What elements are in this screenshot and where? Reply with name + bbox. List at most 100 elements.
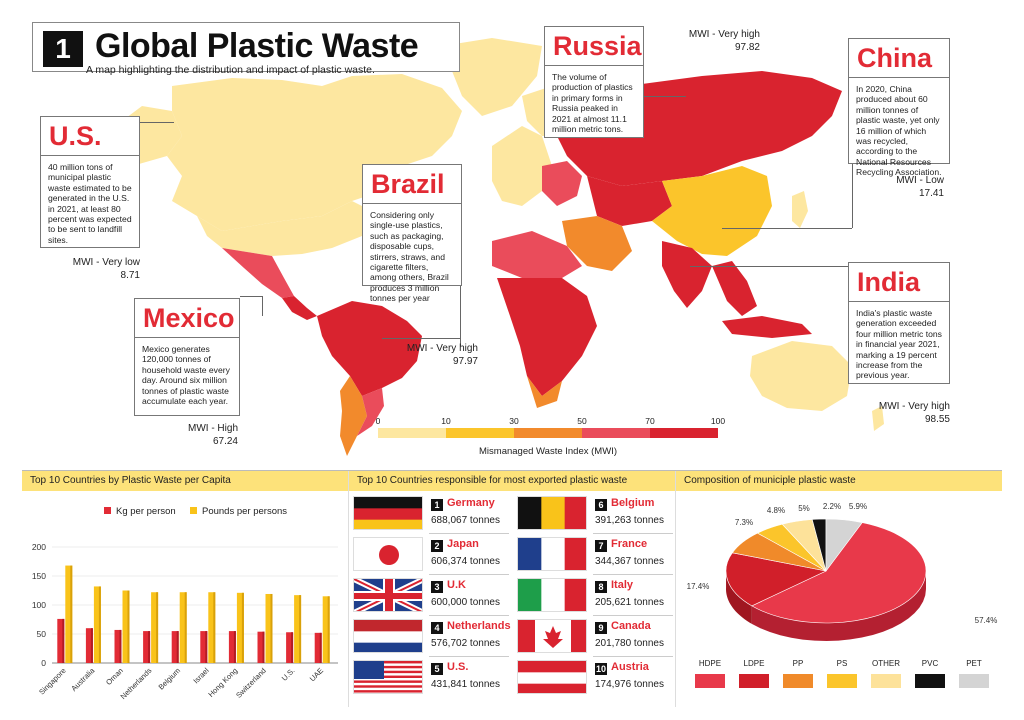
mwi-scale-tick: 50 [577,416,587,426]
mwi-china-value: 17.41 [918,188,944,199]
list-divider [429,533,509,534]
panel-per-capita: Top 10 Countries by Plastic Waste per Ca… [22,471,348,707]
mwi-russia: MWI - Very high 97.82 [668,28,760,54]
title-number: 1 [43,31,83,67]
infographic: 1 Global Plastic Waste A map highlightin… [22,16,1002,707]
exported-item: 4 Netherlands 576,702 tonnes [353,616,513,656]
callout-china: China In 2020, China produced about 60 m… [848,38,950,177]
mwi-scale-tick: 70 [645,416,655,426]
country-name: France [611,538,648,550]
pie-slice [825,518,863,572]
mwi-brazil-value: 97.97 [452,356,478,367]
rank-badge: 3 [431,581,443,593]
bar-shade [270,593,273,663]
map-argentina [357,388,384,436]
exported-item: 2 Japan 606,374 tonnes [353,534,513,574]
bar-legend-label: Pounds per persons [202,506,287,517]
bar [171,631,179,663]
mwi-scale-title: Mismanaged Waste Index (MWI) [479,446,617,457]
leader-line-china [722,228,852,229]
map-china [652,166,772,256]
bar [294,595,302,663]
pie-legend-item: LDPE [734,659,774,688]
mwi-scale-tick: 30 [509,416,519,426]
pie-legend-item: OTHER [866,659,906,688]
pie-legend-label: PS [836,659,848,668]
callout-mexico-name: Mexico [135,299,239,338]
map-southeast-asia [712,261,757,316]
rank-badge: 7 [595,540,607,552]
mwi-mexico: MWI - High 67.24 [142,422,238,448]
pie-legend-swatch [871,674,901,688]
exported-item: 7 France 344,367 tonnes [517,534,677,574]
bar-shade [241,592,244,663]
map-south-africa [527,376,562,408]
pie-legend-item: PP [778,659,818,688]
flag-image [518,497,586,529]
bar [151,592,159,663]
bar-shade [213,592,216,663]
panel-exported-heading: Top 10 Countries responsible for most ex… [349,471,675,491]
mwi-scale-ticks: 0 10 30 50 70 100 [376,416,725,428]
bar-shade [156,592,159,663]
rank-badge: 1 [431,499,443,511]
leader-line-brazil-h [382,338,460,339]
bar-shade [127,590,130,663]
map-australia [750,341,852,411]
bar [122,590,130,663]
callout-us-text: 40 million tons of municipal plastic was… [48,162,132,245]
callout-mexico-text: Mexico generates 120,000 tonnes of house… [142,344,230,407]
exported-item: 10 Austria 174,976 tonnes [517,657,677,697]
bar-shade [327,596,330,663]
list-divider [593,533,673,534]
country-name: Italy [611,579,634,591]
bar-x-tick: Israel [191,666,211,686]
bar-shade [148,631,151,663]
bar-x-tick: UAE [308,666,325,683]
bar-shade [299,595,302,663]
pie-slice [725,552,827,607]
map-usa [197,201,372,256]
map-mexico [222,248,294,298]
map-africa [497,278,597,396]
pie-slice [751,522,927,624]
bar-x-tick: Belgium [157,666,183,692]
map-europe-west [492,126,552,206]
bar [65,565,73,663]
list-divider [593,574,673,575]
mwi-scale: 0 10 30 50 70 100 Mismanaged Waste Index (MWI… [376,416,725,457]
bar [228,631,236,663]
pie-value-label: 57.4% [975,616,998,625]
tonnes-value: 205,621 tonnes [595,597,664,608]
country-flag [353,660,423,694]
page-subtitle: A map highlighting the distribution and … [86,64,375,76]
bar-shade [319,632,322,663]
bottom-panels: Top 10 Countries by Plastic Waste per Ca… [22,470,1002,707]
leader-line-russia [644,96,686,97]
bar-x-tick: Australia [69,665,97,693]
flag-image [354,497,422,529]
bar [257,631,265,663]
flag-image [518,538,586,570]
mwi-scale-swatch [378,428,446,438]
callout-india-text: India's plastic waste generation exceede… [856,308,942,381]
pie-value-label: 4.8% [767,506,785,515]
mwi-india: MWI - Very high 98.55 [852,400,950,426]
map-europe-east [542,161,582,206]
country-name: U.S. [447,661,469,673]
map-canada [167,74,462,231]
mwi-india-value: 98.55 [924,414,950,425]
rank-badge: 2 [431,540,443,552]
list-divider [593,656,673,657]
tonnes-value: 688,067 tonnes [431,515,500,526]
pie-legend-item: PS [822,659,862,688]
bar-shade [291,632,294,663]
bar [57,618,65,663]
bar-x-tick: Switzerland [234,666,268,700]
pie-legend-item: HDPE [690,659,730,688]
bar [143,631,151,663]
bar-x-tick: Netherlands [119,666,154,701]
bar [114,629,122,663]
mwi-scale-bar [378,428,718,438]
map-south-america-north [317,301,422,396]
